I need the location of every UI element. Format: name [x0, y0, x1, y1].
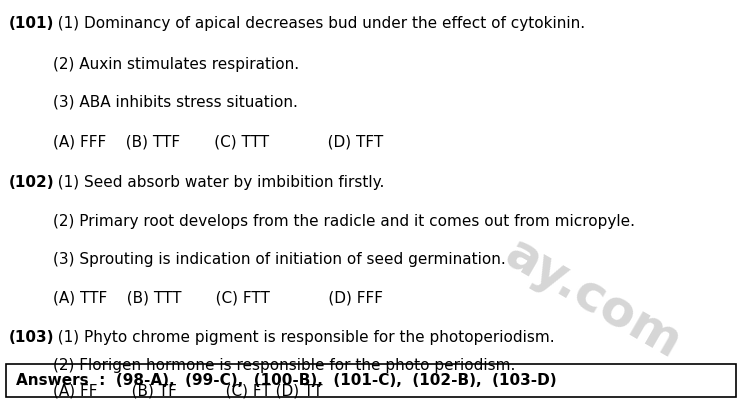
Text: (1) Seed absorb water by imbibition firstly.: (1) Seed absorb water by imbibition firs… [47, 175, 384, 190]
Text: (101): (101) [9, 16, 54, 31]
Text: (2) Florigen hormone is responsible for the photo periodism.: (2) Florigen hormone is responsible for … [53, 358, 516, 373]
Text: (103): (103) [9, 330, 54, 346]
Text: (1) Phyto chrome pigment is responsible for the photoperiodism.: (1) Phyto chrome pigment is responsible … [47, 330, 554, 346]
FancyBboxPatch shape [6, 364, 736, 397]
Text: ay.com: ay.com [497, 229, 690, 369]
Text: (3) Sprouting is indication of initiation of seed germination.: (3) Sprouting is indication of initiatio… [53, 252, 506, 267]
Text: Answers  :  (98-A),  (99-C),  (100-B),  (101-C),  (102-B),  (103-D): Answers : (98-A), (99-C), (100-B), (101-… [16, 373, 557, 388]
Text: (2) Primary root develops from the radicle and it comes out from micropyle.: (2) Primary root develops from the radic… [53, 214, 635, 229]
Text: (A) TTF    (B) TTT       (C) FTT            (D) FFF: (A) TTF (B) TTT (C) FTT (D) FFF [53, 290, 384, 306]
Text: (1) Dominancy of apical decreases bud under the effect of cytokinin.: (1) Dominancy of apical decreases bud un… [47, 16, 585, 31]
Text: (A) FFF    (B) TTF       (C) TTT            (D) TFT: (A) FFF (B) TTF (C) TTT (D) TFT [53, 134, 384, 149]
Text: (2) Auxin stimulates respiration.: (2) Auxin stimulates respiration. [53, 57, 300, 72]
Text: (102): (102) [9, 175, 54, 190]
Text: (3) ABA inhibits stress situation.: (3) ABA inhibits stress situation. [53, 95, 298, 110]
Text: (A) FF       (B) TF          (C) FT (D) TT: (A) FF (B) TF (C) FT (D) TT [53, 384, 323, 399]
